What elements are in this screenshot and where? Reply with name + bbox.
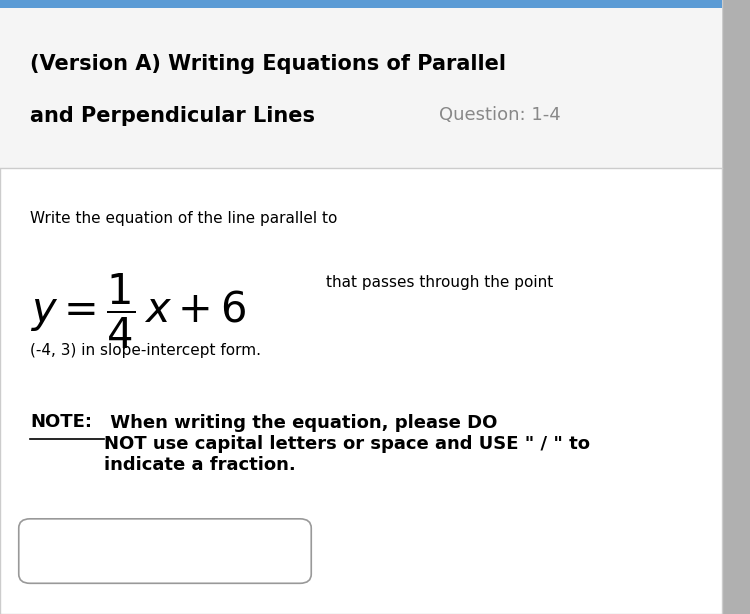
FancyBboxPatch shape [0, 0, 722, 614]
FancyBboxPatch shape [0, 0, 722, 8]
FancyBboxPatch shape [19, 519, 311, 583]
Text: (Version A) Writing Equations of Parallel: (Version A) Writing Equations of Paralle… [30, 54, 506, 74]
Text: and Perpendicular Lines: and Perpendicular Lines [30, 106, 315, 126]
Text: Write the equation of the line parallel to: Write the equation of the line parallel … [30, 211, 338, 225]
Text: (-4, 3) in slope-intercept form.: (-4, 3) in slope-intercept form. [30, 343, 261, 357]
Text: NOTE:: NOTE: [30, 413, 92, 431]
Text: $y = \dfrac{1}{4}\,x + 6$: $y = \dfrac{1}{4}\,x + 6$ [30, 272, 247, 351]
Text: that passes through the point: that passes through the point [326, 275, 554, 290]
FancyBboxPatch shape [722, 0, 750, 614]
Text: When writing the equation, please DO
NOT use capital letters or space and USE " : When writing the equation, please DO NOT… [104, 414, 590, 474]
FancyBboxPatch shape [0, 8, 722, 168]
Text: NOTE: When writing the equation, please DO
NOT use capital letters or space and : NOTE: When writing the equation, please … [30, 414, 516, 474]
Text: Question: 1-4: Question: 1-4 [439, 106, 560, 124]
